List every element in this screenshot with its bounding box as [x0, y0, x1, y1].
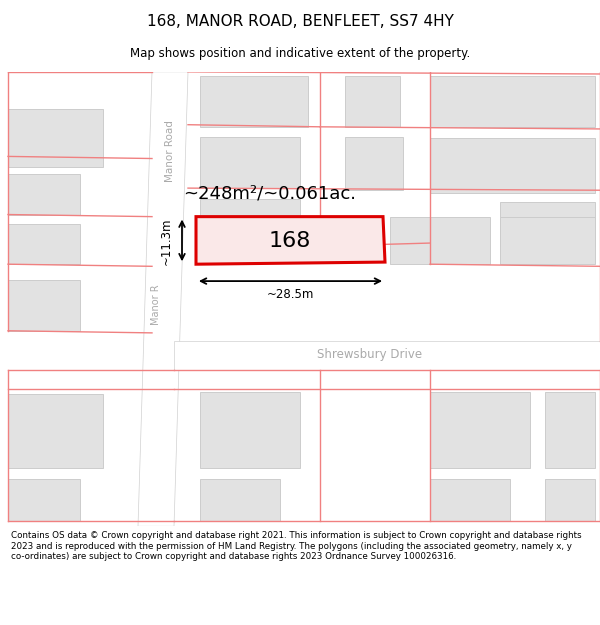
Polygon shape [196, 217, 385, 264]
Bar [8, 224, 80, 264]
Bar [200, 479, 280, 521]
Bar [345, 76, 400, 127]
Bar [430, 76, 595, 127]
Bar [200, 392, 300, 468]
Text: Contains OS data © Crown copyright and database right 2021. This information is : Contains OS data © Crown copyright and d… [11, 531, 581, 561]
Text: ~248m²/~0.061ac.: ~248m²/~0.061ac. [184, 184, 356, 203]
Bar [430, 392, 530, 468]
Bar [8, 280, 80, 331]
Bar [8, 109, 103, 167]
Text: Shrewsbury Drive: Shrewsbury Drive [317, 348, 422, 361]
Bar [200, 76, 308, 127]
Bar [430, 139, 595, 193]
Text: Map shows position and indicative extent of the property.: Map shows position and indicative extent… [130, 48, 470, 61]
Bar [430, 479, 510, 521]
Text: Manor R: Manor R [151, 284, 161, 324]
Text: ~28.5m: ~28.5m [266, 288, 314, 301]
Text: ~11.3m: ~11.3m [160, 217, 173, 265]
Text: Manor Road: Manor Road [165, 120, 175, 182]
Bar [390, 217, 490, 264]
Bar [200, 138, 300, 188]
Bar [8, 174, 80, 214]
Bar [500, 217, 595, 264]
Text: 168, MANOR ROAD, BENFLEET, SS7 4HY: 168, MANOR ROAD, BENFLEET, SS7 4HY [146, 14, 454, 29]
Text: 168: 168 [269, 231, 311, 251]
Polygon shape [138, 72, 188, 526]
Bar [345, 138, 403, 190]
Polygon shape [174, 341, 600, 370]
Bar [200, 199, 300, 246]
Bar [500, 202, 595, 246]
Bar [8, 479, 80, 521]
Bar [545, 392, 595, 468]
Bar [545, 479, 595, 521]
Bar [8, 394, 103, 468]
